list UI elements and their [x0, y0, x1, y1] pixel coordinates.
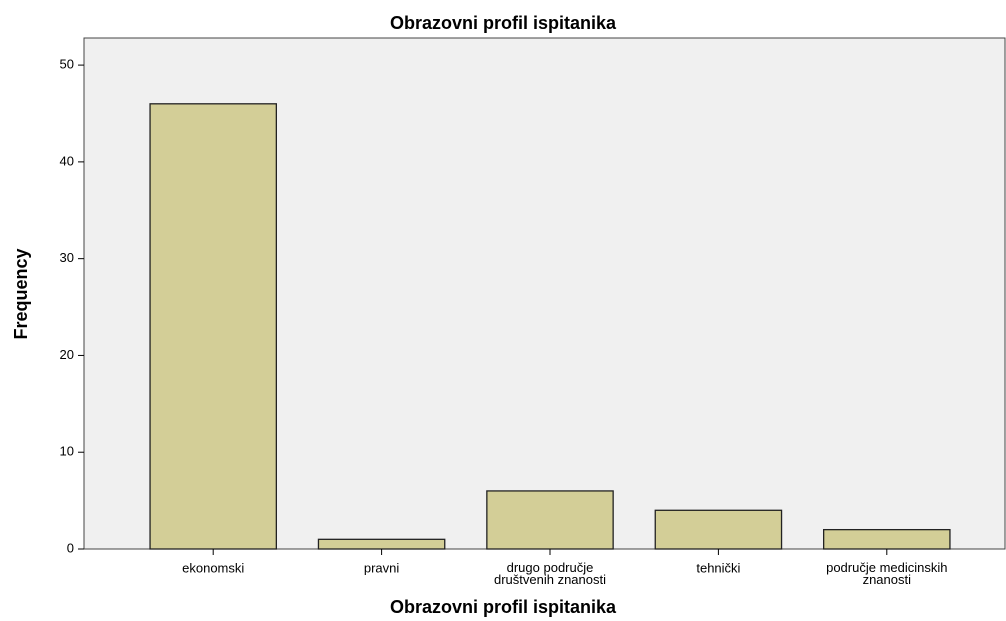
x-tick-label: područje medicinskih znanosti	[826, 560, 947, 587]
chart-title: Obrazovni profil ispitanika	[390, 13, 617, 33]
y-tick-label: 10	[60, 444, 74, 459]
bar	[486, 490, 614, 550]
x-tick-label: pravni	[364, 560, 400, 575]
y-tick-label: 0	[67, 540, 74, 555]
y-tick-label: 20	[60, 347, 74, 362]
y-tick-label: 30	[60, 250, 74, 265]
y-axis-title: Frequency	[11, 248, 31, 339]
bar	[149, 103, 278, 550]
x-tick-label: tehnički	[696, 560, 740, 575]
x-tick-label: drugo područje društvenih znanosti	[494, 560, 606, 587]
bar	[654, 509, 783, 550]
y-tick-label: 40	[60, 153, 74, 168]
bar	[823, 528, 951, 550]
x-axis-title: Obrazovni profil ispitanika	[390, 597, 617, 617]
y-tick-label: 50	[60, 57, 74, 72]
x-tick-label: ekonomski	[182, 560, 244, 575]
bar	[317, 538, 446, 550]
